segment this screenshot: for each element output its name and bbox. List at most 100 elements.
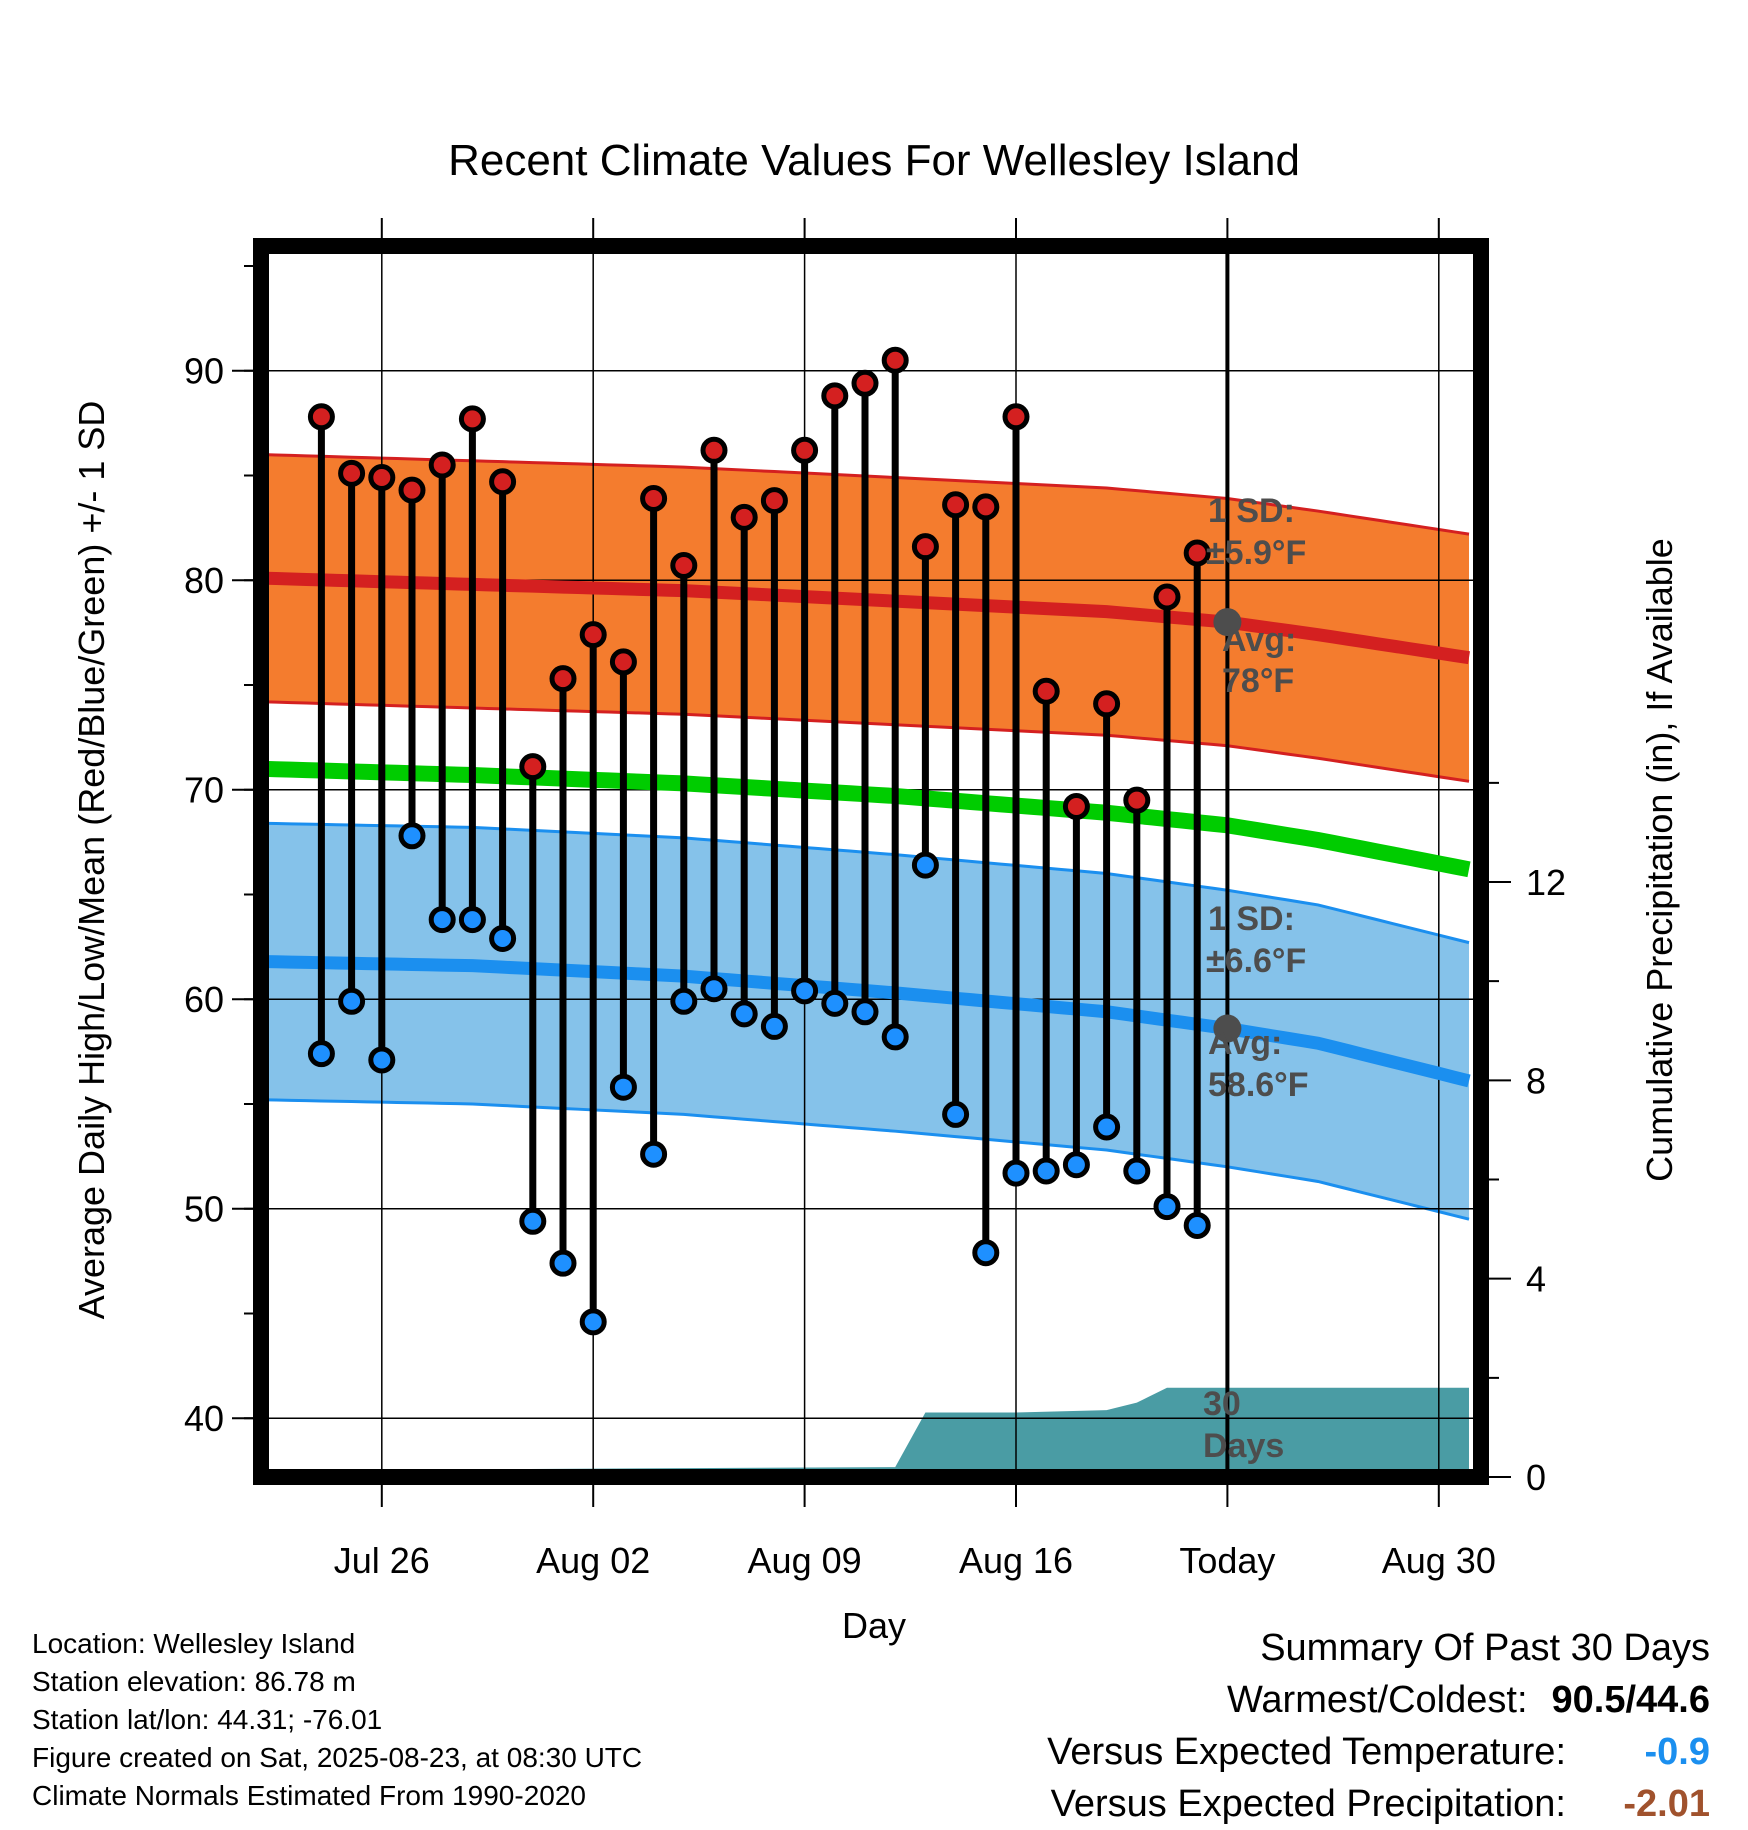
y-tick-label: 90: [184, 351, 224, 392]
y-tick-label: 50: [184, 1189, 224, 1230]
x-tick-label: Aug 02: [536, 1540, 650, 1581]
summary-title: Summary Of Past 30 Days: [1260, 1627, 1710, 1669]
high-point: [1032, 677, 1060, 705]
x-tick-label: Aug 30: [1382, 1540, 1496, 1581]
low-point: [579, 1308, 607, 1336]
low-point: [338, 987, 366, 1015]
low-point: [1032, 1157, 1060, 1185]
high-point: [368, 464, 396, 492]
today-low-avg-marker: [1213, 1014, 1242, 1043]
low-avg-label: Avg:: [1208, 1024, 1282, 1062]
low-point: [489, 924, 517, 952]
high-avg-value: 78°F: [1222, 662, 1294, 700]
y2-tick-label: 8: [1526, 1060, 1546, 1101]
low-point: [942, 1100, 970, 1128]
x-axis-label: Day: [842, 1605, 906, 1646]
high-point: [1002, 403, 1030, 431]
low-point: [1153, 1193, 1181, 1221]
high-point: [911, 533, 939, 561]
low-point: [549, 1249, 577, 1277]
low-point: [1002, 1159, 1030, 1187]
high-sd-label: 1 SD:: [1208, 492, 1295, 530]
precip-value: -2.01: [1623, 1783, 1710, 1825]
high-point: [519, 753, 547, 781]
high-point: [972, 493, 1000, 521]
low-point: [609, 1073, 637, 1101]
low-point: [760, 1012, 788, 1040]
y-tick-label: 60: [184, 979, 224, 1020]
y2-tick-label: 4: [1526, 1259, 1546, 1300]
high-point: [791, 436, 819, 464]
low-point: [1093, 1113, 1121, 1141]
latlon-text: Station lat/lon: 44.31; -76.01: [32, 1704, 383, 1735]
high-sd-value: ±5.9°F: [1206, 534, 1306, 572]
low-point: [1183, 1211, 1211, 1239]
created-text: Figure created on Sat, 2025-08-23, at 08…: [32, 1742, 643, 1773]
high-point: [398, 476, 426, 504]
y-tick-label: 70: [184, 770, 224, 811]
low-point: [670, 987, 698, 1015]
chart-title: Recent Climate Values For Wellesley Isla…: [448, 136, 1300, 185]
low-point: [519, 1207, 547, 1235]
high-point: [1183, 539, 1211, 567]
low-point: [821, 989, 849, 1017]
high-point: [1093, 690, 1121, 718]
low-sd-lower-edge: [261, 1098, 1470, 1221]
temp-row: Versus Expected Temperature: -0.9: [1047, 1726, 1710, 1778]
high-point: [700, 436, 728, 464]
temp-label: Versus Expected Temperature:: [1047, 1731, 1566, 1773]
low-point: [911, 851, 939, 879]
precip-row: Versus Expected Precipitation: -2.01: [1047, 1778, 1710, 1830]
high-point: [609, 648, 637, 676]
location-text: Location: Wellesley Island: [32, 1628, 356, 1659]
high-point: [851, 369, 879, 397]
normals-text: Climate Normals Estimated From 1990-2020: [32, 1780, 586, 1811]
low-point: [1062, 1151, 1090, 1179]
high-point: [821, 382, 849, 410]
low-point: [368, 1046, 396, 1074]
high-point: [458, 405, 486, 433]
low-point: [640, 1140, 668, 1168]
y2-tick-label: 0: [1526, 1457, 1546, 1498]
high-avg-label: Avg:: [1222, 621, 1296, 659]
low-point: [398, 822, 426, 850]
x-tick-label: Jul 26: [334, 1540, 430, 1581]
low-point: [307, 1040, 335, 1068]
low-point: [972, 1239, 1000, 1267]
low-point: [458, 906, 486, 934]
high-point: [881, 346, 909, 374]
y-axis-label: Average Daily High/Low/Mean (Red/Blue/Gr…: [71, 401, 112, 1320]
high-point: [760, 487, 788, 515]
low-point: [428, 906, 456, 934]
high-point: [640, 484, 668, 512]
high-point: [489, 468, 517, 496]
plot-frame: [253, 238, 1489, 1485]
temp-value: -0.9: [1644, 1731, 1710, 1773]
low-point: [1123, 1157, 1151, 1185]
high-point: [730, 503, 758, 531]
high-point: [579, 621, 607, 649]
low-point: [700, 975, 728, 1003]
precip-area: [261, 1387, 1469, 1477]
days-label-number: 30: [1203, 1385, 1241, 1423]
high-point: [1153, 583, 1181, 611]
high-point: [1123, 786, 1151, 814]
low-point: [730, 1000, 758, 1028]
y-tick-label: 80: [184, 560, 224, 601]
x-tick-label: Today: [1179, 1540, 1275, 1581]
low-avg-value: 58.6°F: [1208, 1066, 1309, 1104]
y-tick-label: 40: [184, 1398, 224, 1439]
low-point: [791, 977, 819, 1005]
low-sd-value: ±6.6°F: [1206, 942, 1306, 980]
x-tick-label: Aug 16: [959, 1540, 1073, 1581]
high-point: [338, 459, 366, 487]
low-point: [881, 1023, 909, 1051]
summary-panel: Summary Of Past 30 Days Warmest/Coldest:…: [1047, 1622, 1710, 1830]
high-point: [307, 403, 335, 431]
warm-cold-value: 90.5/44.6: [1551, 1679, 1710, 1721]
elevation-text: Station elevation: 86.78 m: [32, 1666, 356, 1697]
high-point: [1062, 792, 1090, 820]
